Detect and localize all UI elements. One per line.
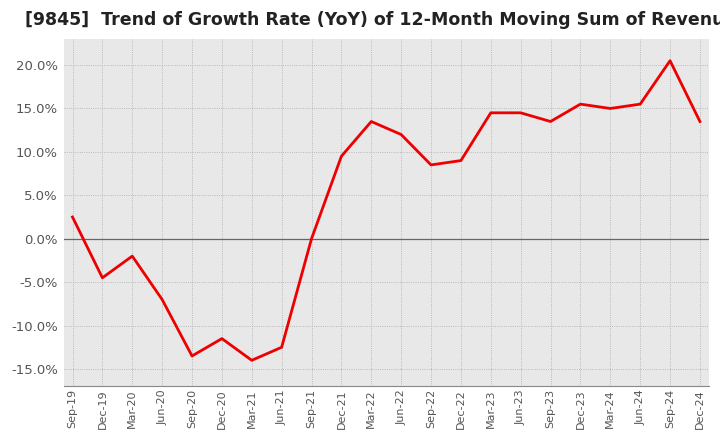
Title: [9845]  Trend of Growth Rate (YoY) of 12-Month Moving Sum of Revenues: [9845] Trend of Growth Rate (YoY) of 12-… — [25, 11, 720, 29]
